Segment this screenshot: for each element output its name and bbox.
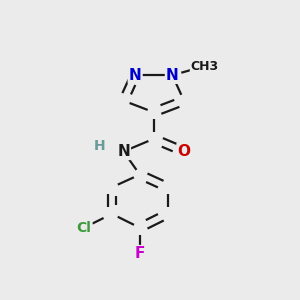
- Text: F: F: [135, 246, 145, 261]
- Text: N: N: [166, 68, 179, 83]
- Text: CH3: CH3: [191, 59, 219, 73]
- Text: N: N: [117, 144, 130, 159]
- Text: O: O: [178, 144, 190, 159]
- Text: Cl: Cl: [76, 221, 92, 235]
- Text: N: N: [129, 68, 142, 83]
- Text: H: H: [93, 140, 105, 153]
